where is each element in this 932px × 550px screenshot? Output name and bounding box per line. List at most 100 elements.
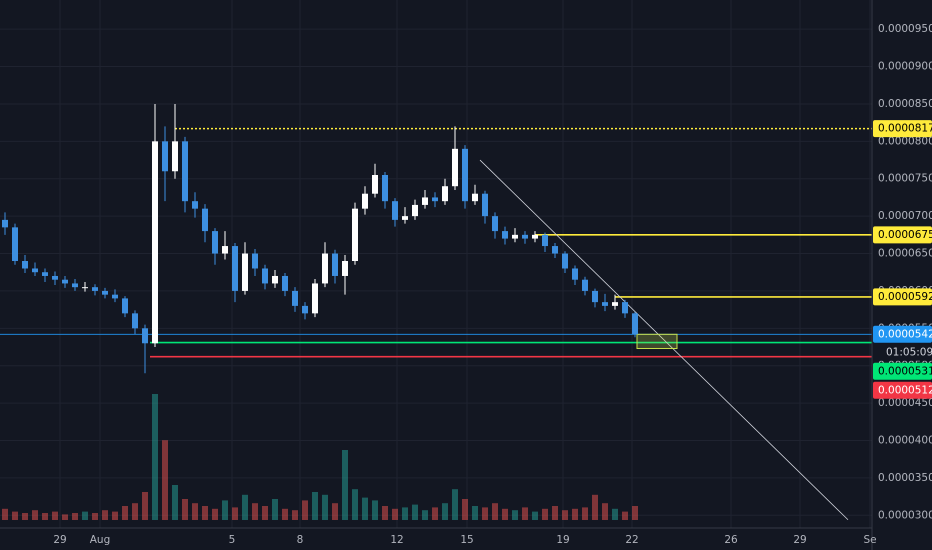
candle-body xyxy=(382,175,388,202)
volume-bar xyxy=(362,497,368,520)
candle-body xyxy=(492,216,498,232)
volume-bar xyxy=(252,503,258,520)
price-tag-label: 0.0000592 xyxy=(878,291,932,303)
volume-bar xyxy=(262,506,268,520)
volume-bar xyxy=(422,510,428,520)
volume-bar xyxy=(412,504,418,520)
price-tag-label: 0.0000675 xyxy=(878,229,932,241)
volume-bar xyxy=(382,506,388,520)
volume-bar xyxy=(622,511,628,520)
candle-body xyxy=(612,302,618,306)
candle-body xyxy=(352,208,358,262)
candle-body xyxy=(72,283,78,288)
candle-body xyxy=(52,275,58,280)
volume-bar xyxy=(1,508,8,520)
volume-bar xyxy=(82,511,88,520)
volume-bar xyxy=(342,450,348,520)
y-tick-label: 0.0000400 xyxy=(878,434,932,446)
candle-body xyxy=(582,279,588,291)
volume-bar xyxy=(482,507,488,520)
candle-body xyxy=(232,246,238,291)
candle-body xyxy=(302,305,308,314)
candle-body xyxy=(602,302,608,306)
volume-bar xyxy=(182,499,188,520)
y-tick-label: 0.0000650 xyxy=(878,248,932,260)
candle-body xyxy=(242,253,248,291)
volume-bar xyxy=(222,500,228,520)
volume-bar xyxy=(22,513,28,520)
candle-body xyxy=(622,302,628,314)
volume-bar xyxy=(202,506,208,520)
volume-bar xyxy=(272,499,278,520)
volume-bar xyxy=(102,510,108,520)
candle-body xyxy=(372,175,378,194)
candle-body xyxy=(332,253,338,276)
candle-body xyxy=(462,148,468,202)
volume-bar xyxy=(322,494,328,520)
volume-bar xyxy=(72,513,78,520)
volume-bar xyxy=(612,508,618,520)
volume-bar xyxy=(442,503,448,520)
x-tick-label: 22 xyxy=(625,534,638,546)
candle-body xyxy=(412,204,418,217)
candle-body xyxy=(42,272,48,276)
volume-bar xyxy=(572,508,578,520)
volume-bar xyxy=(462,499,468,520)
candle-body xyxy=(182,141,188,202)
candle-body xyxy=(342,261,348,276)
candle-body xyxy=(142,328,148,344)
candle-body xyxy=(262,268,268,284)
price-tag xyxy=(873,381,932,399)
y-tick-label: 0.0000750 xyxy=(878,173,932,185)
candle-body xyxy=(452,148,458,187)
candle-body xyxy=(112,294,118,299)
candle-body xyxy=(212,231,218,254)
candle-body xyxy=(222,246,228,254)
candle-body xyxy=(322,253,328,284)
candle-body xyxy=(282,275,288,291)
candle-body xyxy=(542,234,548,247)
price-tag-label: 0.0000512 xyxy=(878,384,932,396)
candle-body xyxy=(132,313,138,329)
volume-bar xyxy=(552,506,558,520)
volume-bar xyxy=(512,510,518,520)
price-axis xyxy=(872,0,932,550)
candle-body xyxy=(552,246,558,254)
y-tick-label: 0.0000950 xyxy=(878,23,932,35)
volume-bar xyxy=(52,511,58,520)
candle-body xyxy=(392,201,398,220)
candle-body xyxy=(32,268,38,273)
price-tag xyxy=(873,226,932,244)
x-tick-label: Se xyxy=(863,534,876,546)
x-tick-label: Aug xyxy=(90,534,111,546)
zone-box xyxy=(636,333,678,350)
x-tick-label: 26 xyxy=(724,534,738,546)
price-tag-label: 0.0000817 xyxy=(878,123,932,135)
y-tick-label: 0.0000800 xyxy=(878,135,932,147)
x-tick-label: 12 xyxy=(390,534,403,546)
volume-bar xyxy=(502,508,508,520)
candle-body xyxy=(472,193,478,202)
candle-body xyxy=(592,290,598,303)
volume-bar xyxy=(162,440,168,520)
volume-bar xyxy=(542,508,548,520)
x-tick-label: 8 xyxy=(297,534,304,546)
candle-body xyxy=(92,287,98,291)
volume-bar xyxy=(302,500,308,520)
volume-bar xyxy=(492,503,498,520)
candle-body xyxy=(252,253,258,269)
price-tag-label: 0.0000542 xyxy=(878,328,932,340)
volume-bar xyxy=(432,507,438,520)
candle-body xyxy=(1,219,8,228)
volume-bar xyxy=(152,394,158,520)
countdown-tag xyxy=(873,343,932,361)
volume-bar xyxy=(242,494,248,520)
candle-body xyxy=(432,197,438,202)
candle-body xyxy=(422,197,428,205)
candle-body xyxy=(162,141,168,172)
volume-bar xyxy=(172,485,178,520)
candle-body xyxy=(562,253,568,269)
candle-body xyxy=(272,275,278,284)
y-tick-label: 0.0000900 xyxy=(878,61,932,73)
price-tag xyxy=(873,120,932,138)
